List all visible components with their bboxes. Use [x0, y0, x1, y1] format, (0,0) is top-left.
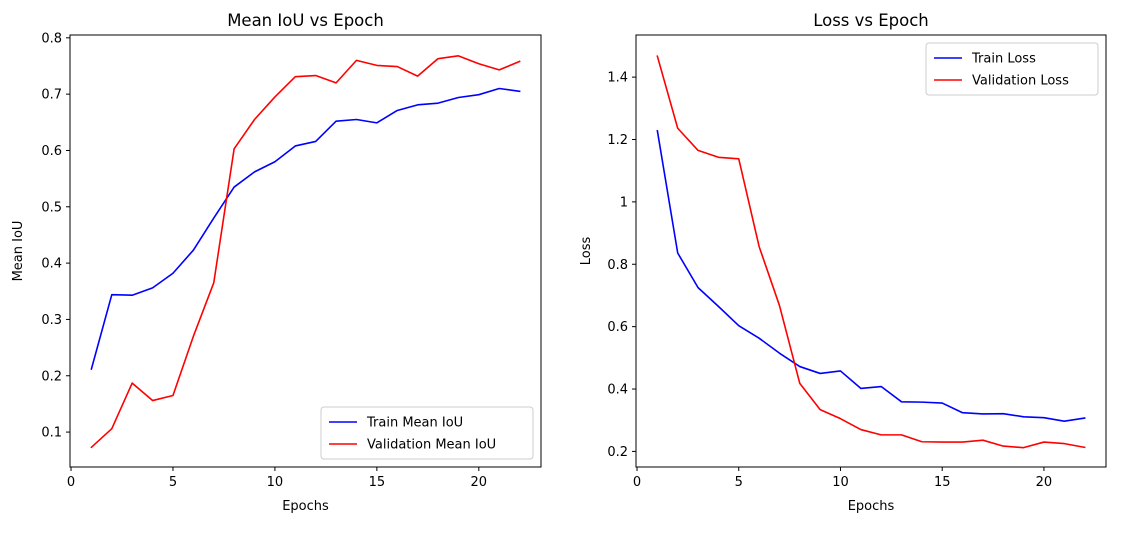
- series-line-validation: [90, 55, 521, 449]
- x-tick-label: 0: [633, 475, 641, 490]
- x-tick-label: 20: [1036, 475, 1053, 490]
- y-tick-label: 0.2: [607, 445, 628, 460]
- x-tick-label: 20: [471, 475, 488, 490]
- y-tick-label: 0.4: [41, 257, 62, 272]
- y-tick-label: 0.2: [41, 369, 62, 384]
- y-tick-label: 0.3: [41, 313, 62, 328]
- x-tick-label: 15: [369, 475, 386, 490]
- y-tick-label: 0.8: [41, 31, 62, 46]
- chart-title: Loss vs Epoch: [813, 11, 929, 30]
- legend-box: [320, 406, 534, 460]
- y-tick-label: 0.5: [41, 200, 62, 215]
- y-tick-label: 0.8: [607, 258, 628, 273]
- series-line-validation: [656, 55, 1086, 449]
- x-tick-label: 15: [934, 475, 951, 490]
- y-tick-label: 0.6: [41, 144, 62, 159]
- y-tick-label: 0.4: [607, 383, 628, 398]
- y-tick-label: 1: [620, 195, 628, 210]
- legend-label: Train Loss: [971, 52, 1036, 67]
- legend: Train Loss Validation Loss: [925, 42, 1099, 96]
- x-tick-label: 10: [832, 475, 849, 490]
- x-axis-label: Epochs: [848, 499, 895, 514]
- x-tick-label: 5: [735, 475, 743, 490]
- legend: Train Mean IoU Validation Mean IoU: [320, 406, 534, 460]
- series-line-train: [90, 87, 521, 370]
- series-line-train: [656, 129, 1086, 422]
- y-tick-label: 0.1: [41, 426, 62, 441]
- y-tick-label: 0.7: [41, 88, 62, 103]
- legend-box: [925, 42, 1099, 96]
- x-tick-label: 0: [67, 475, 75, 490]
- y-axis-label: Loss: [579, 237, 594, 266]
- y-axis-label: Mean IoU: [11, 221, 26, 282]
- x-tick-label: 5: [169, 475, 177, 490]
- plot-frame: [635, 34, 1107, 468]
- y-tick-label: 1.4: [607, 71, 628, 86]
- chart-2: Loss vs Epoch 0 5 10 15 20 0.2 0.4 0.6 0.8 1 1.2 1.4…: [579, 11, 1107, 514]
- chart-1: Mean IoU vs Epoch 0 5 10 15 20 0.1 0.2 0.3 0.4 0.5…: [11, 11, 542, 514]
- legend-label: Validation Loss: [972, 74, 1069, 89]
- legend-label: Train Mean IoU: [366, 416, 463, 431]
- legend-label: Validation Mean IoU: [367, 438, 496, 453]
- x-axis-label: Epochs: [282, 499, 329, 514]
- x-tick-label: 10: [267, 475, 284, 490]
- chart-title: Mean IoU vs Epoch: [227, 11, 384, 30]
- y-tick-label: 1.2: [607, 133, 628, 148]
- plot-frame: [69, 34, 542, 468]
- y-tick-label: 0.6: [607, 320, 628, 335]
